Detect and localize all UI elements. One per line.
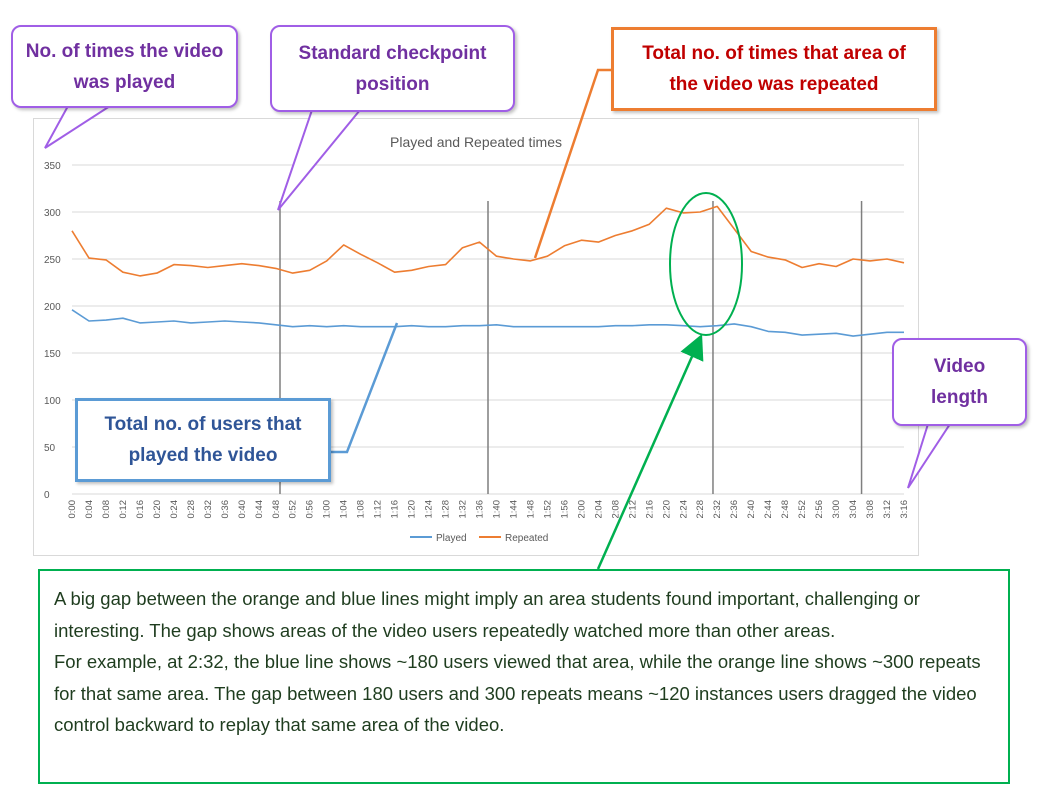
x-axis-ticks: 0:00 0:04 0:08 0:12 0:16 0:20 0:24 0:28 0:32 0:36… xyxy=(67,500,910,519)
callout-repeated-count: Total no. of times that area of the vide… xyxy=(611,27,937,111)
explanation-note: A big gap between the orange and blue li… xyxy=(38,569,1010,784)
callout-video-length-text: Video length xyxy=(931,356,988,408)
x-tick-label: 2:40 xyxy=(746,500,757,519)
x-tick-label: 2:48 xyxy=(780,500,791,519)
x-tick-label: 1:40 xyxy=(491,500,502,519)
x-tick-label: 0:48 xyxy=(271,500,282,519)
line-chart: Played and Repeated times 0 50 100 150 200 25… xyxy=(44,134,910,544)
chart-title: Played and Repeated times xyxy=(390,134,562,150)
x-tick-label: 2:08 xyxy=(610,500,621,519)
x-tick-label: 2:44 xyxy=(763,500,774,519)
x-tick-label: 3:00 xyxy=(831,500,842,519)
x-tick-label: 2:24 xyxy=(678,500,689,519)
x-tick-label: 0:08 xyxy=(101,500,112,519)
y-tick-label: 0 xyxy=(44,490,50,501)
x-tick-label: 3:16 xyxy=(899,500,910,519)
x-tick-label: 0:32 xyxy=(203,500,214,519)
x-tick-label: 2:12 xyxy=(627,500,638,519)
x-tick-label: 1:56 xyxy=(559,500,570,519)
y-tick-label: 50 xyxy=(44,443,56,454)
legend-played-label: Played xyxy=(436,533,467,544)
x-tick-label: 0:40 xyxy=(237,500,248,519)
x-tick-label: 0:04 xyxy=(84,500,95,519)
y-tick-label: 200 xyxy=(44,302,61,313)
x-tick-label: 1:00 xyxy=(322,500,333,519)
callout-checkpoint-text: Standard checkpoint position xyxy=(298,42,487,95)
chart-area: Played and Repeated times 0 50 100 150 200 25… xyxy=(33,118,919,556)
x-tick-label: 0:12 xyxy=(118,500,129,519)
x-tick-label: 1:52 xyxy=(542,500,553,519)
callout-played-count: No. of times the video was played xyxy=(11,25,238,108)
y-tick-label: 100 xyxy=(44,396,61,407)
x-tick-label: 1:20 xyxy=(407,500,418,519)
x-tick-label: 2:04 xyxy=(593,500,604,519)
x-tick-label: 2:20 xyxy=(661,500,672,519)
y-tick-label: 350 xyxy=(44,161,61,172)
x-tick-label: 1:24 xyxy=(424,500,435,519)
callout-video-length: Video length xyxy=(892,338,1027,426)
callout-checkpoint: Standard checkpoint position xyxy=(270,25,515,112)
series-lines xyxy=(71,205,905,337)
callout-played-count-text: No. of times the video was played xyxy=(25,40,224,93)
callout-repeated-count-text: Total no. of times that area of the vide… xyxy=(642,43,906,95)
x-tick-label: 1:08 xyxy=(356,500,367,519)
x-tick-label: 2:56 xyxy=(814,500,825,519)
x-tick-label: 2:32 xyxy=(712,500,723,519)
x-tick-label: 1:12 xyxy=(373,500,384,519)
x-tick-label: 2:00 xyxy=(576,500,587,519)
x-tick-label: 0:24 xyxy=(169,500,180,519)
x-tick-label: 0:44 xyxy=(254,500,265,519)
x-tick-label: 1:04 xyxy=(339,500,350,519)
x-tick-label: 0:36 xyxy=(220,500,231,519)
x-tick-label: 1:36 xyxy=(475,500,486,519)
checkpoint-lines xyxy=(279,201,863,494)
x-tick-label: 2:36 xyxy=(729,500,740,519)
y-tick-label: 150 xyxy=(44,349,61,360)
y-tick-label: 300 xyxy=(44,208,61,219)
series-line-played xyxy=(71,309,904,337)
y-axis-ticks: 0 50 100 150 200 250 300 350 xyxy=(44,161,61,501)
x-tick-label: 3:08 xyxy=(865,500,876,519)
x-tick-label: 3:12 xyxy=(882,500,893,519)
x-tick-label: 1:48 xyxy=(525,500,536,519)
x-tick-label: 2:16 xyxy=(644,500,655,519)
x-tick-label: 0:20 xyxy=(152,500,163,519)
callout-total-users: Total no. of users that played the video xyxy=(75,398,331,482)
x-tick-label: 2:52 xyxy=(797,500,808,519)
x-tick-label: 0:16 xyxy=(135,500,146,519)
x-tick-label: 0:52 xyxy=(288,500,299,519)
x-tick-label: 2:28 xyxy=(695,500,706,519)
legend-repeated-label: Repeated xyxy=(505,533,548,544)
x-tick-label: 1:44 xyxy=(508,500,519,519)
callout-total-users-text: Total no. of users that played the video xyxy=(104,414,302,466)
x-tick-label: 1:16 xyxy=(390,500,401,519)
x-tick-label: 1:32 xyxy=(458,500,469,519)
x-tick-label: 0:56 xyxy=(305,500,316,519)
x-tick-label: 3:04 xyxy=(848,500,859,519)
x-tick-label: 0:00 xyxy=(67,500,78,519)
y-tick-label: 250 xyxy=(44,255,61,266)
note-paragraph-1: A big gap between the orange and blue li… xyxy=(54,588,920,641)
x-tick-label: 0:28 xyxy=(186,500,197,519)
x-tick-label: 1:28 xyxy=(441,500,452,519)
series-line-repeated xyxy=(71,205,905,277)
legend: Played Repeated xyxy=(410,533,548,544)
note-paragraph-2: For example, at 2:32, the blue line show… xyxy=(54,651,981,735)
